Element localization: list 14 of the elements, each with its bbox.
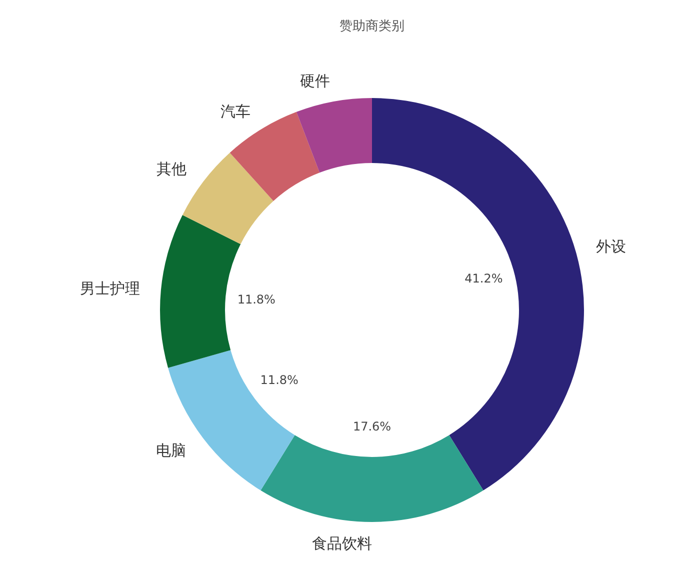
slice-label: 男士护理 [80, 279, 140, 298]
data-label: 11.8% [260, 373, 298, 388]
slice-label: 硬件 [300, 72, 330, 90]
slice-label: 汽车 [220, 102, 250, 121]
data-label: 41.2% [464, 272, 503, 286]
slice-label: 食品饮料 [312, 534, 372, 552]
data-label: 17.6% [352, 419, 392, 434]
donut-slice [296, 98, 372, 173]
slice-label: 电脑 [156, 442, 186, 460]
donut-slice [260, 435, 484, 522]
data-label: 11.8% [237, 292, 276, 306]
slice-label: 外设 [596, 238, 626, 256]
chart-title: 赞助商类别 [340, 19, 404, 34]
slice-label: 其他 [156, 160, 187, 178]
